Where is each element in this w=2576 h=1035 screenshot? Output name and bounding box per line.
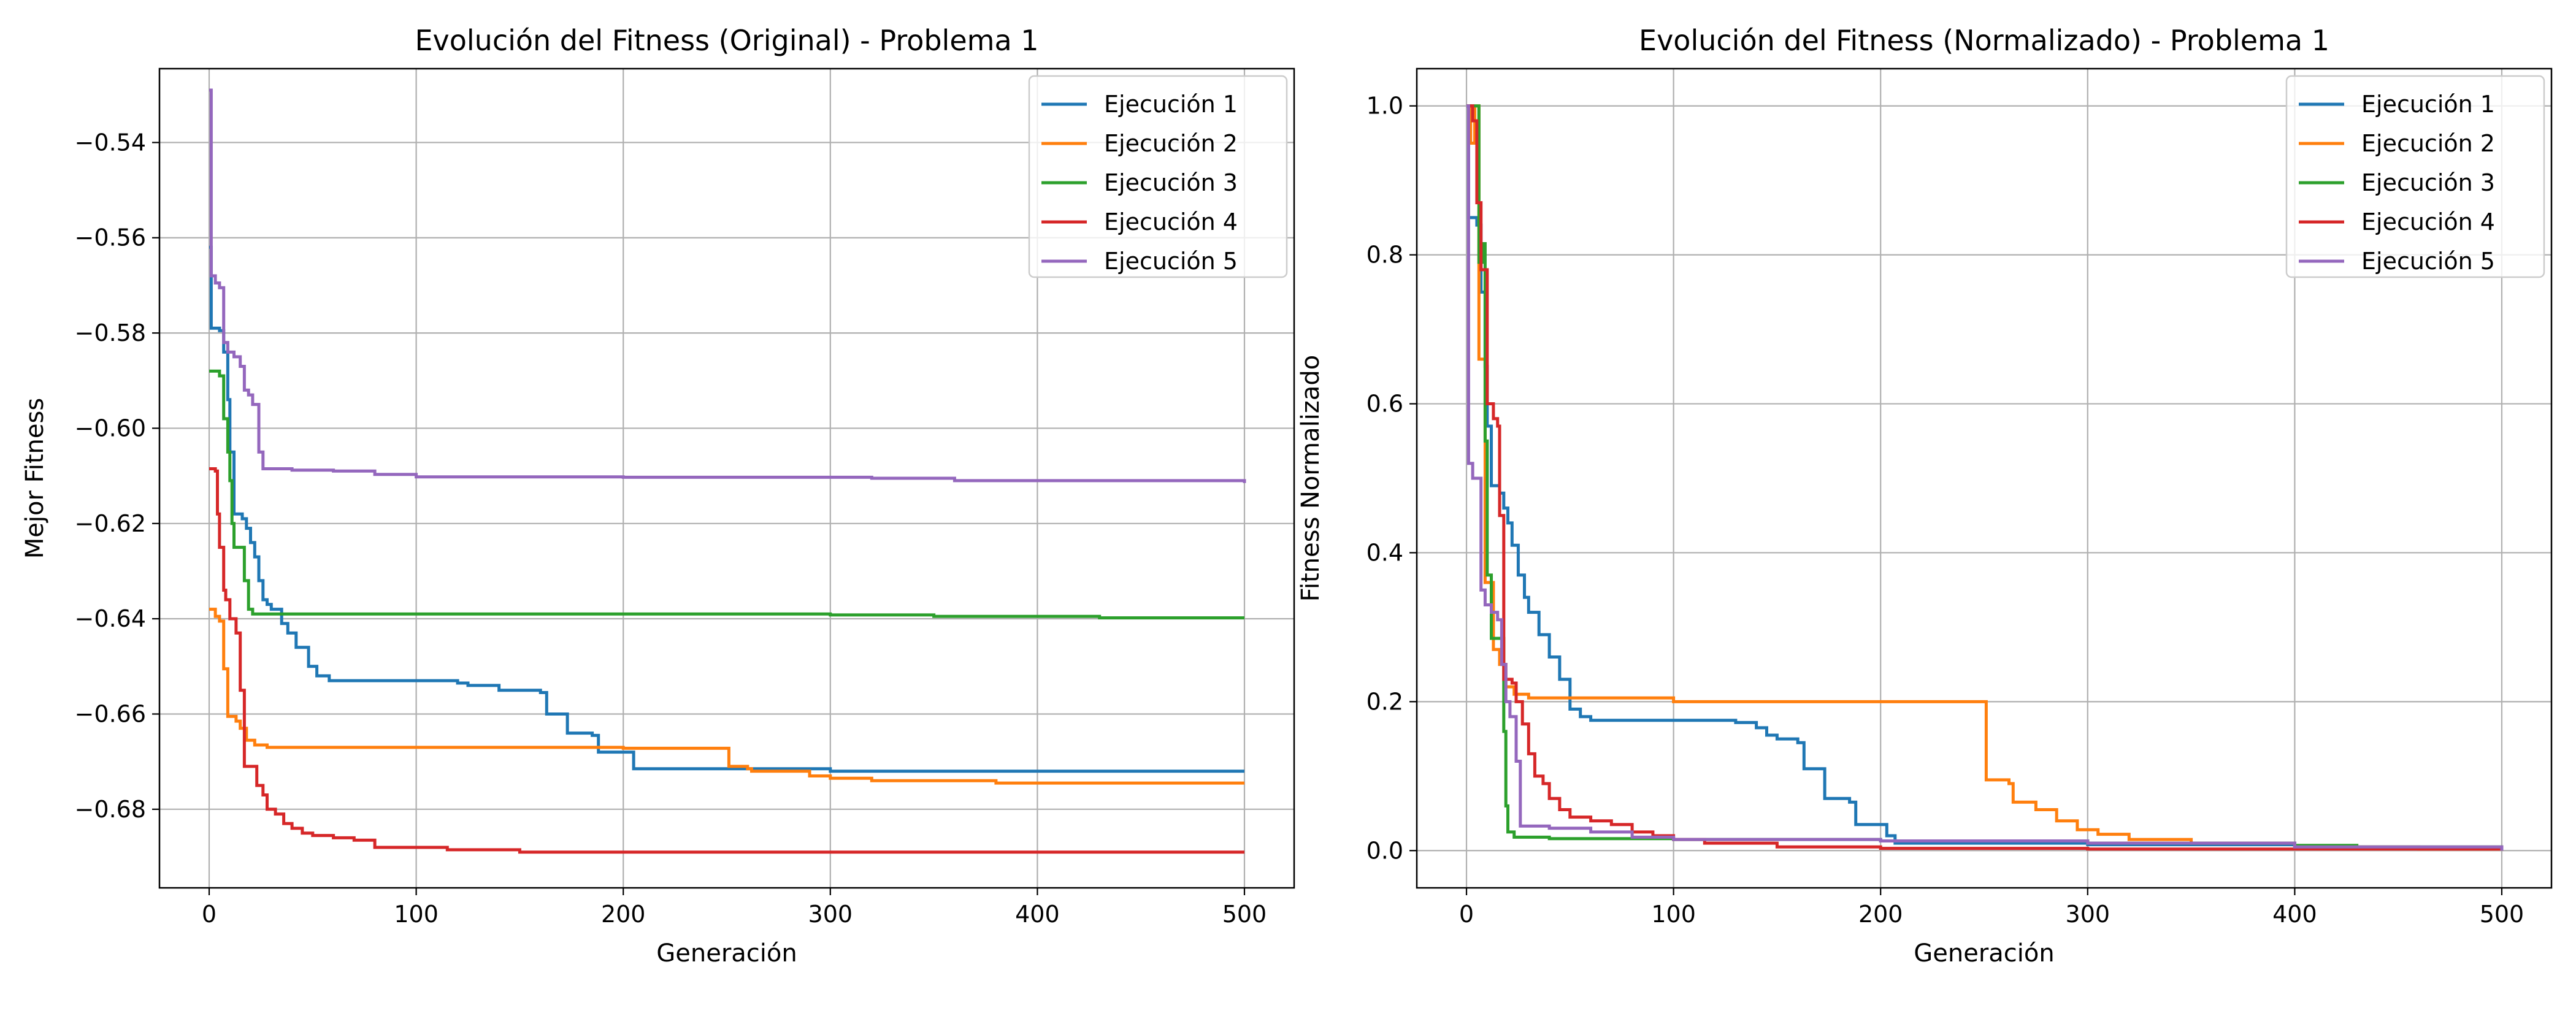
x-axis-label: Generación	[656, 939, 797, 968]
axes-frame	[1416, 67, 2553, 889]
x-tick-label: 500	[1222, 901, 1267, 928]
series-group	[209, 88, 1246, 854]
y-axis-label: Mejor Fitness	[21, 398, 49, 559]
legend-box	[1028, 75, 1288, 278]
legend-label: Ejecución 4	[2361, 208, 2495, 235]
legend-label: Ejecución 3	[1104, 169, 1238, 196]
y-tick-label: −0.66	[75, 700, 146, 727]
legend-label: Ejecución 4	[1104, 208, 1238, 235]
series-group	[1466, 104, 2504, 851]
y-axis-label: Fitness Normalizado	[1297, 355, 1325, 602]
series-line-3	[209, 369, 1244, 620]
y-tick-label: −0.68	[75, 796, 146, 823]
y-tick-label: 0.2	[1367, 688, 1403, 715]
axes-frame	[158, 67, 1295, 889]
series-line-4	[209, 467, 1244, 854]
legend-label: Ejecución 3	[2361, 169, 2495, 196]
series-line-1	[1466, 104, 2504, 851]
y-tick-label: −0.60	[75, 414, 146, 441]
legend: Ejecución 1 Ejecución 2 Ejecución 3 Ejecuci…	[2285, 75, 2545, 278]
x-tick-label: 0	[1459, 901, 1474, 928]
x-tick-label: 0	[202, 901, 217, 928]
legend-label: Ejecución 5	[1104, 248, 1238, 275]
y-tick-label: −0.54	[75, 129, 146, 156]
series-line-1	[209, 245, 1244, 773]
y-tick-label: −0.64	[75, 605, 146, 632]
legend: Ejecución 1 Ejecución 2 Ejecución 3 Ejecuci…	[1028, 75, 1288, 278]
x-tick-label: 200	[1858, 901, 1903, 928]
x-axis-label: Generación	[1914, 939, 2054, 968]
series-line-5	[209, 88, 1246, 483]
chart-title: Evolución del Fitness (Original) - Probl…	[415, 24, 1038, 57]
x-tick-label: 300	[2066, 901, 2110, 928]
y-tick-label: 0.0	[1367, 837, 1403, 864]
x-tick-label: 100	[394, 901, 439, 928]
legend-label: Ejecución 1	[2361, 91, 2495, 118]
x-tick-label: 500	[2480, 901, 2524, 928]
x-tick-label: 200	[601, 901, 646, 928]
legend-box	[2285, 75, 2545, 278]
y-tick-label: −0.56	[75, 224, 146, 251]
y-tick-label: −0.58	[75, 319, 146, 346]
y-tick-label: −0.62	[75, 510, 146, 537]
legend-label: Ejecución 2	[1104, 130, 1238, 157]
x-tick-label: 400	[1015, 901, 1060, 928]
y-tick-label: 0.4	[1367, 539, 1403, 566]
legend-label: Ejecución 5	[2361, 248, 2495, 275]
chart-2: 0 100 200 300 400 500 0.0 0.2 0.4 0.6 0.8 1.0 Evoluc…	[1297, 24, 2553, 968]
legend-label: Ejecución 1	[1104, 91, 1238, 118]
series-line-2	[1466, 104, 2504, 851]
x-tick-label: 400	[2272, 901, 2317, 928]
y-tick-label: 0.6	[1367, 391, 1403, 418]
chart-title: Evolución del Fitness (Normalizado) - Pr…	[1639, 24, 2329, 57]
x-tick-label: 300	[808, 901, 853, 928]
y-tick-label: 1.0	[1367, 93, 1403, 120]
x-tick-label: 100	[1651, 901, 1696, 928]
chart-1: 0 100 200 300 400 500 −0.68 −0.66 −0.64 −0.62 −0.6…	[21, 24, 1295, 968]
series-line-2	[209, 608, 1244, 785]
y-tick-label: 0.8	[1367, 242, 1403, 269]
series-line-5	[1466, 104, 2504, 851]
legend-label: Ejecución 2	[2361, 130, 2495, 157]
